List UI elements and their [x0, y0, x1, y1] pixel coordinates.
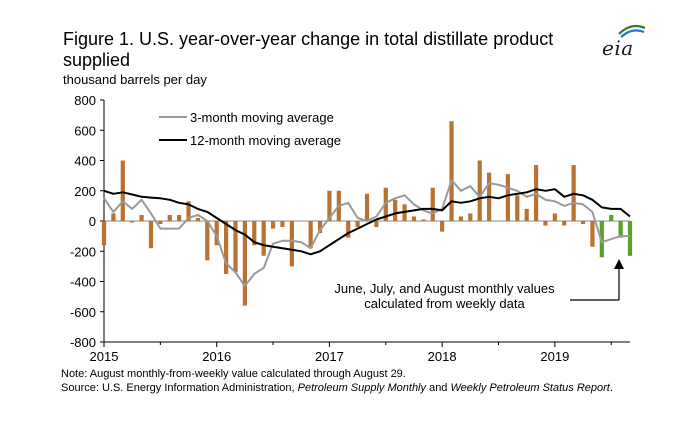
bar-monthly: [101, 221, 107, 246]
bar-monthly: [289, 221, 294, 267]
y-tick-label: 0: [89, 214, 96, 229]
bar-monthly: [524, 208, 529, 221]
bar-monthly: [411, 216, 417, 221]
bar-monthly: [346, 221, 351, 238]
bar-monthly: [449, 121, 454, 221]
y-tick-label: 200: [74, 184, 96, 199]
bar-monthly: [148, 221, 154, 249]
bar-monthly: [458, 216, 464, 221]
bar-monthly: [580, 221, 586, 225]
bar-monthly: [364, 193, 370, 221]
bar-monthly: [590, 221, 595, 247]
source-and: and: [426, 382, 451, 394]
bar-monthly: [205, 221, 210, 261]
eia-logo: [601, 20, 661, 60]
bar-monthly: [477, 160, 482, 221]
bar-monthly: [468, 213, 473, 221]
y-tick-label: 400: [74, 154, 96, 169]
bar-monthly: [120, 160, 125, 221]
bar-monthly: [308, 221, 313, 249]
source-pub-monthly: Petroleum Supply Monthly: [297, 382, 427, 394]
x-tick-label: 2016: [202, 349, 231, 364]
series-3-month-line: [103, 179, 630, 287]
bar-monthly: [195, 217, 201, 221]
units-label: thousand barrels per day: [63, 72, 207, 87]
lines: [103, 179, 631, 287]
bar-monthly: [552, 213, 557, 221]
bar-monthly: [374, 221, 379, 228]
x-tick-label: 2018: [428, 349, 457, 364]
bar-monthly: [562, 221, 567, 226]
bar-monthly: [214, 221, 219, 246]
eia-logo-text: eia: [602, 36, 634, 60]
bar-monthly: [111, 213, 116, 221]
bar-monthly: [242, 221, 247, 306]
y-tick-label: 600: [74, 123, 96, 138]
bar-weekly-derived: [609, 214, 614, 221]
y-tick-label: 800: [74, 93, 96, 108]
series-12-month-line: [103, 188, 631, 256]
annotation-arrow: [570, 259, 624, 301]
annotation-text: June, July, and August monthly values ca…: [322, 281, 567, 311]
bar-monthly: [158, 221, 163, 225]
bar-monthly: [280, 221, 285, 228]
bar-monthly: [543, 221, 548, 226]
bar-weekly-derived: [618, 221, 623, 238]
bar-monthly: [430, 187, 435, 221]
source-prefix: Source: U.S. Energy Information Administ…: [61, 382, 298, 394]
bar-weekly-derived: [627, 221, 633, 256]
x-tick-label: 2015: [90, 349, 119, 364]
bar-monthly: [515, 195, 520, 221]
bar-monthly: [252, 221, 257, 246]
legend-12-month-label: 12-month moving average: [190, 133, 341, 148]
footnote: Note: August monthly-from-weekly value c…: [61, 368, 406, 380]
bar-monthly: [440, 221, 445, 232]
x-tick-label: 2019: [540, 349, 569, 364]
bar-monthly: [327, 190, 332, 221]
eia-logo-arcs-icon: [618, 24, 646, 38]
y-tick-label: -600: [70, 305, 96, 320]
y-tick-label: -400: [70, 275, 96, 290]
legend-3-month-label: 3-month moving average: [190, 110, 334, 125]
bar-monthly: [177, 214, 182, 221]
bar-monthly: [186, 201, 191, 221]
bar-monthly: [224, 221, 229, 274]
bars: [101, 121, 633, 306]
source-pub-weekly: Weekly Petroleum Status Report: [450, 382, 610, 394]
bar-monthly: [261, 221, 266, 256]
legend: 3-month moving average 12-month moving av…: [159, 110, 341, 148]
bar-monthly: [421, 219, 426, 221]
bar-monthly: [167, 214, 172, 221]
bar-monthly: [130, 221, 135, 223]
arrow-head: [614, 259, 624, 269]
bar-monthly: [505, 174, 510, 221]
x-tick-label: 2017: [315, 349, 344, 364]
source-text: Source: U.S. Energy Information Administ…: [61, 382, 661, 395]
bar-monthly: [139, 214, 144, 221]
chart-title: Figure 1. U.S. year-over-year change in …: [63, 29, 554, 70]
bar-monthly: [355, 221, 360, 228]
y-tick-label: -800: [70, 335, 96, 350]
bar-monthly: [317, 221, 323, 234]
bar-monthly: [270, 221, 276, 229]
bar-monthly: [233, 221, 238, 273]
bar-monthly: [393, 199, 398, 221]
y-tick-label: -200: [70, 244, 96, 259]
source-end: .: [609, 382, 613, 394]
